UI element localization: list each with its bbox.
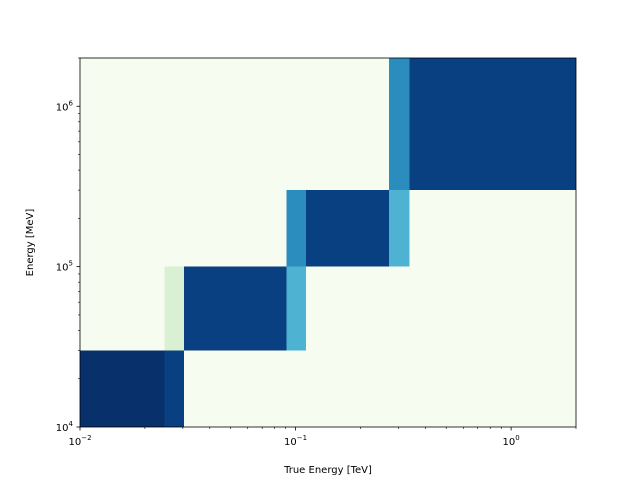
y-axis-label: Energy [MeV] (25, 209, 36, 277)
x-axis-label: True Energy [TeV] (283, 465, 372, 476)
heatmap-cell (286, 190, 307, 267)
tick-label: 10−1 (284, 434, 307, 448)
heatmap-cell (409, 58, 576, 191)
y-axis-ticks: 104 105 106 (56, 57, 80, 434)
tick-label: 106 (56, 99, 74, 113)
plot-area (79, 57, 577, 428)
heatmap-cell (389, 190, 410, 267)
heatmap-cell (80, 350, 165, 427)
heatmap-cell (184, 266, 287, 351)
heatmap-cells (80, 58, 576, 427)
heatmap-cell (306, 190, 390, 267)
tick-label: 100 (503, 434, 520, 448)
plot-frame (79, 57, 577, 428)
tick-label: 105 (56, 260, 73, 274)
heatmap-cell (164, 350, 185, 427)
heatmap-cell (389, 58, 410, 191)
x-axis-ticks: 10−2 10−1 100 (68, 427, 577, 448)
tick-label: 104 (56, 420, 74, 434)
heatmap-cell (164, 266, 185, 351)
heatmap-cell (286, 266, 307, 351)
tick-label: 10−2 (68, 434, 91, 448)
